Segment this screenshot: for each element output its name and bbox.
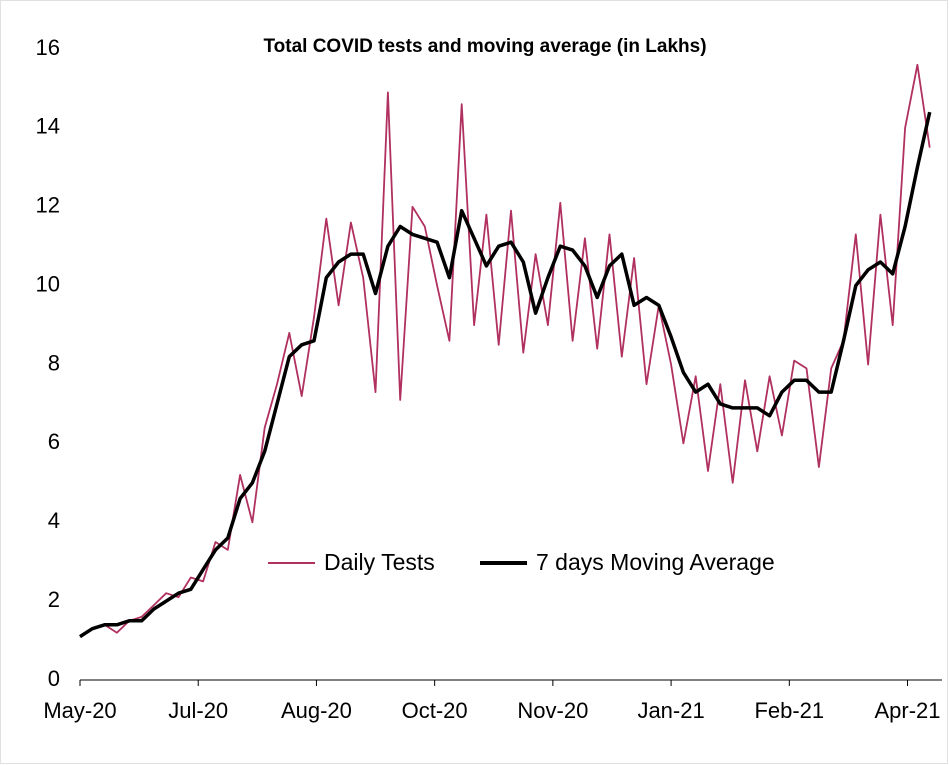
y-tick-label: 0 [48,666,60,691]
x-tick-label: Feb-21 [754,698,824,723]
y-tick-label: 16 [36,35,60,60]
legend-label: 7 days Moving Average [536,549,775,575]
x-tick-label: Nov-20 [517,698,588,723]
x-tick-label: Aug-20 [281,698,352,723]
y-tick-label: 14 [36,114,60,139]
x-tick-label: Jul-20 [168,698,228,723]
x-tick-label: Oct-20 [402,698,468,723]
y-tick-label: 4 [48,508,60,533]
x-tick-label: May-20 [43,698,116,723]
chart-title: Total COVID tests and moving average (in… [263,36,706,57]
legend-label: Daily Tests [324,549,435,575]
y-tick-label: 2 [48,587,60,612]
series-line [79,111,932,639]
x-tick-label: Apr-21 [874,698,940,723]
y-tick-label: 12 [36,193,60,218]
y-tick-label: 6 [48,429,60,454]
y-tick-label: 8 [48,350,60,375]
x-tick-label: Jan-21 [637,698,704,723]
y-tick-label: 10 [36,271,60,296]
